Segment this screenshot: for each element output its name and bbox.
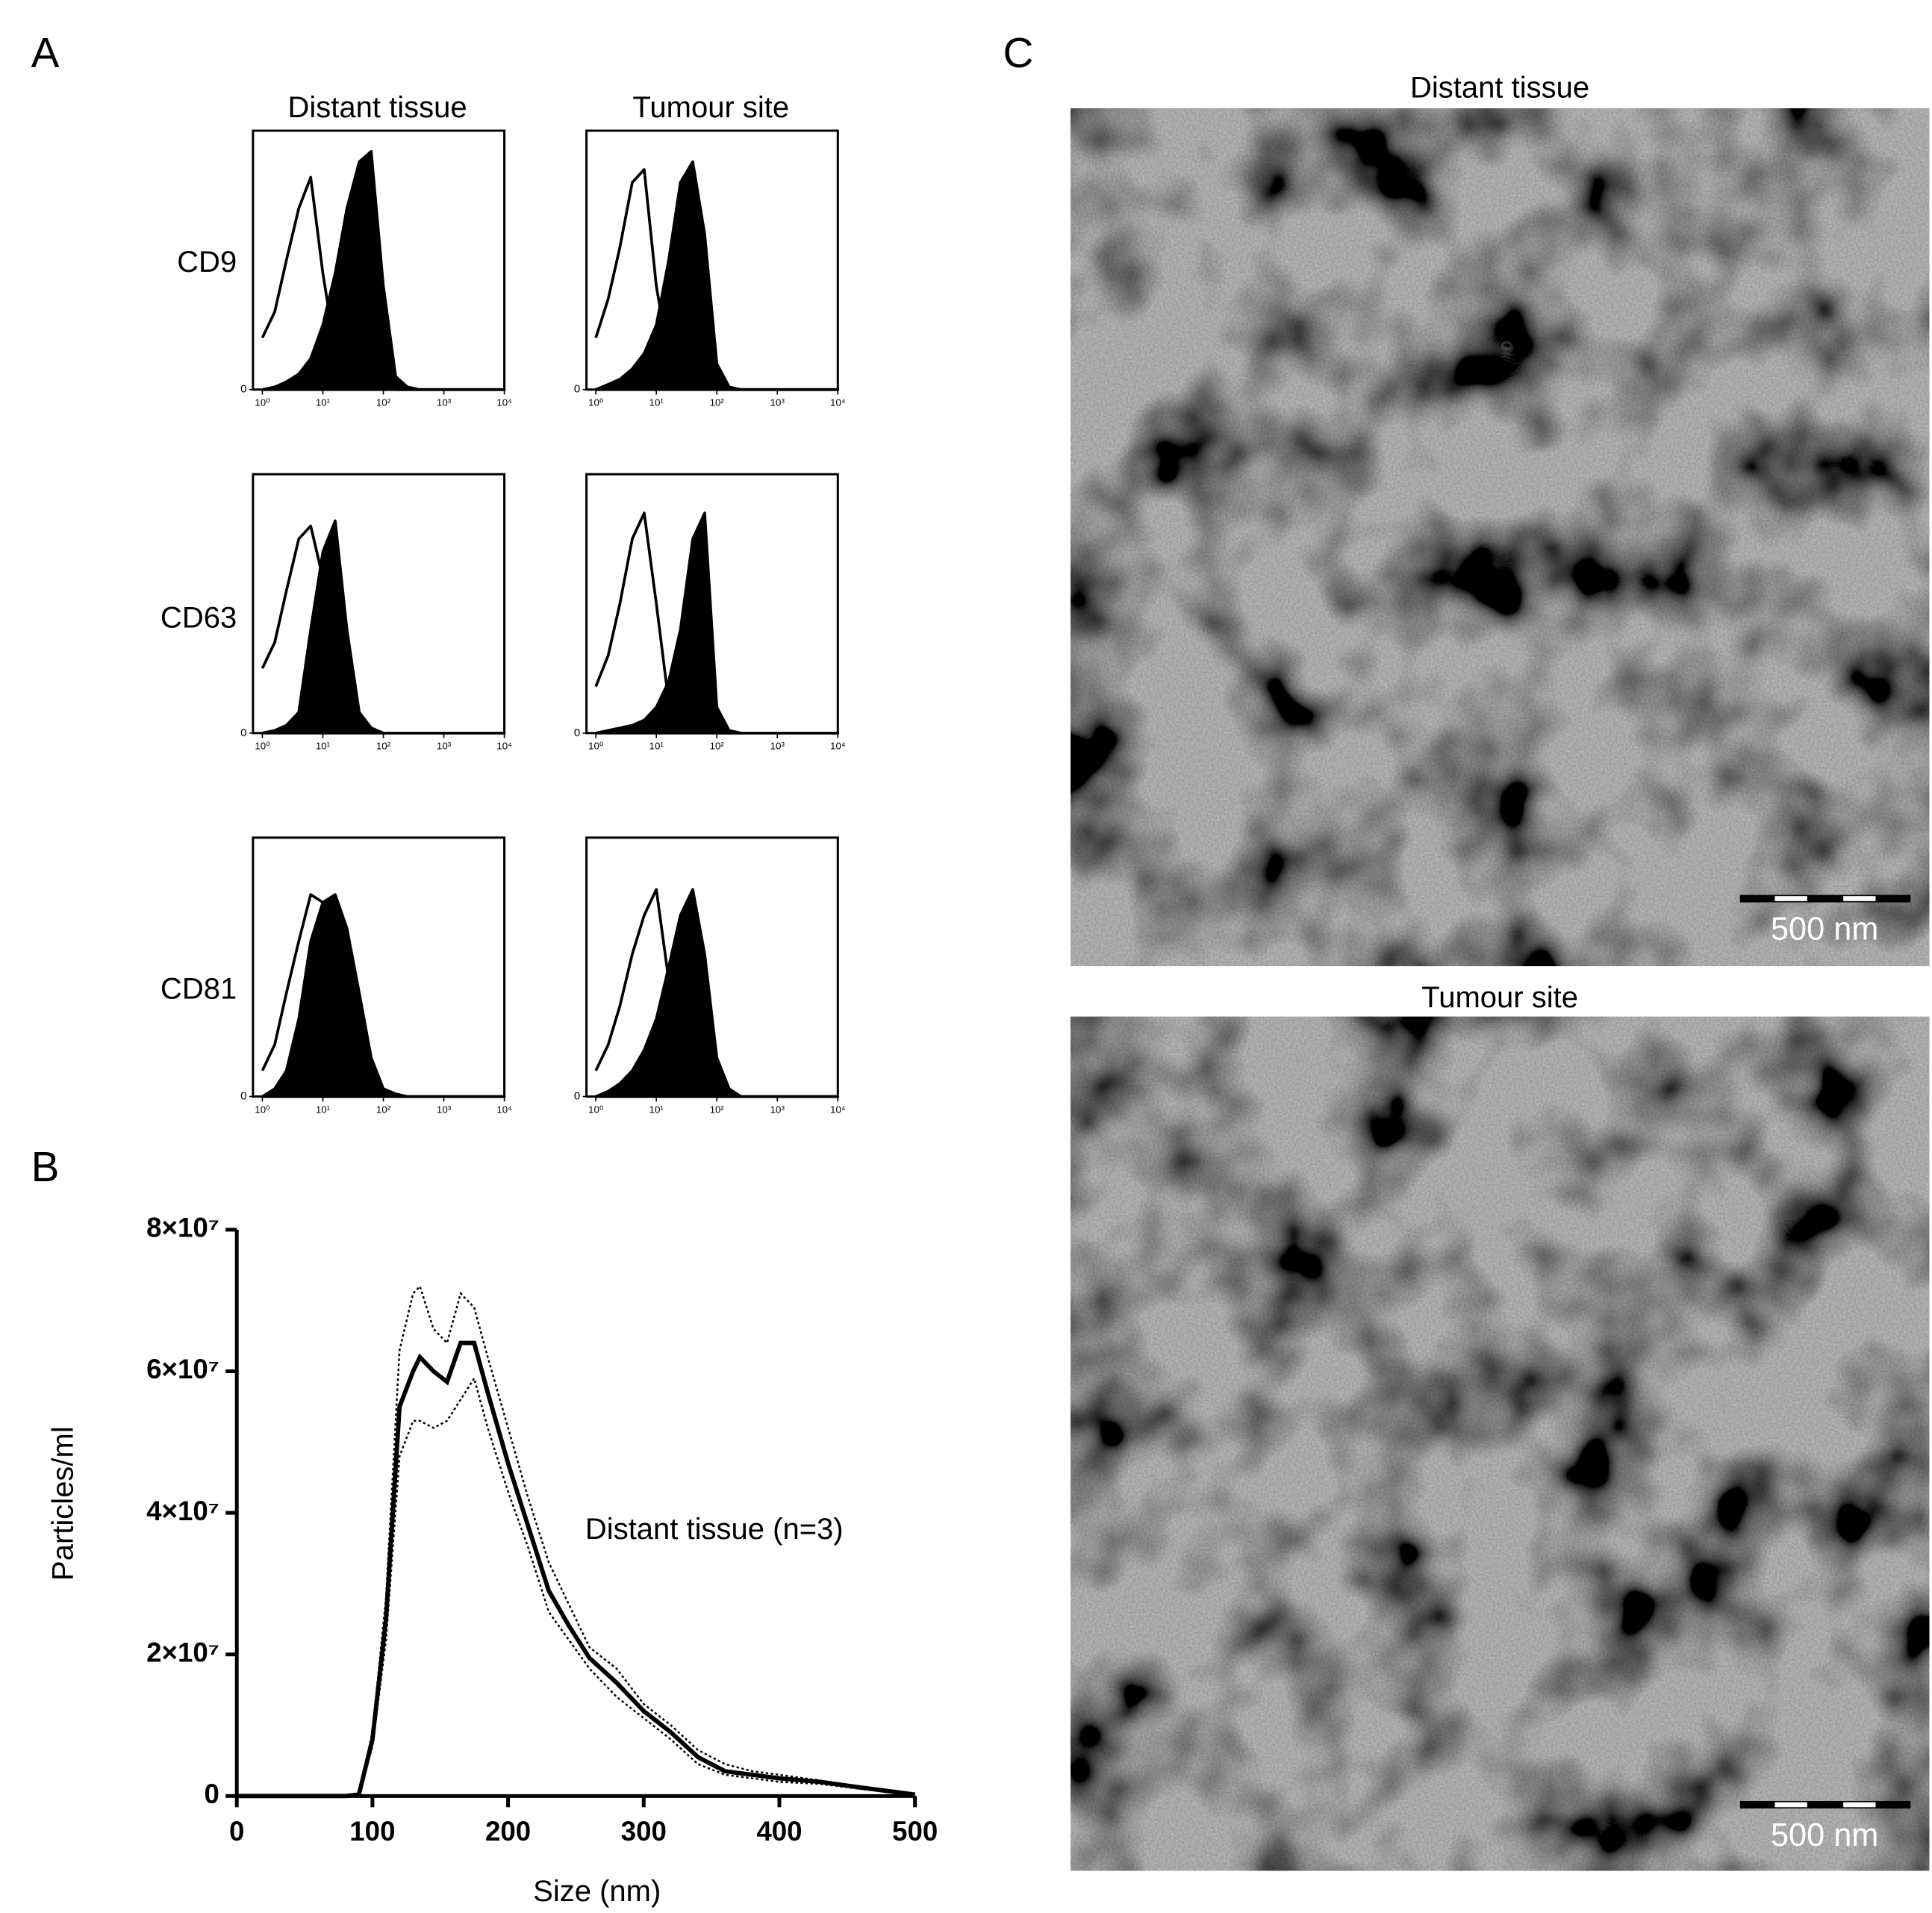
column-title: Distant tissue	[288, 91, 467, 124]
x-tick-label: 10²	[710, 397, 725, 408]
micrograph-title: Distant tissue	[1410, 72, 1589, 105]
y-tick-label: 0	[240, 1089, 246, 1102]
plot-frame	[585, 129, 839, 391]
y-tick-label: 0	[574, 383, 580, 396]
plot-frame	[252, 473, 506, 735]
x-tick-label: 10⁰	[588, 741, 603, 752]
panel-label: B	[31, 1144, 60, 1191]
x-tick-label: 10⁴	[830, 1104, 846, 1115]
scale-bar	[1739, 895, 1911, 903]
x-tick-label: 10¹	[316, 741, 331, 752]
x-tick-label: 100	[349, 1816, 395, 1847]
x-tick-label: 10²	[710, 1104, 725, 1115]
micrograph-title: Tumour site	[1421, 981, 1578, 1014]
scale-bar-segment	[1843, 1802, 1876, 1808]
y-tick-label: 4×10⁷	[146, 1496, 219, 1526]
y-tick-label: 2×10⁷	[146, 1637, 219, 1667]
x-tick-label: 10³	[437, 741, 452, 752]
x-tick-label: 10⁴	[496, 1104, 512, 1115]
scale-bar-segment	[1774, 896, 1807, 901]
x-tick-label: 10³	[770, 1104, 785, 1115]
row-label: CD9	[177, 246, 237, 279]
y-tick-label: 0	[240, 727, 246, 739]
filled-histogram	[261, 519, 506, 735]
panel-label: A	[31, 30, 60, 77]
y-tick-label: 6×10⁷	[146, 1354, 219, 1384]
error-line	[237, 1284, 915, 1797]
filled-histogram	[261, 149, 506, 391]
x-tick-label: 300	[621, 1816, 667, 1847]
plot-frame	[585, 836, 839, 1098]
x-tick-label: 10¹	[649, 1104, 664, 1115]
x-tick-label: 10⁴	[496, 397, 512, 408]
x-tick-label: 10³	[437, 1104, 452, 1115]
row-label: CD63	[161, 602, 237, 635]
x-tick-label: 200	[485, 1816, 531, 1847]
y-tick-label: 0	[240, 383, 246, 396]
x-tick-label: 10⁰	[255, 1104, 269, 1115]
y-tick-label: 8×10⁷	[146, 1213, 219, 1243]
x-tick-label: 10⁴	[496, 741, 512, 752]
x-tick-label: 10¹	[316, 1104, 331, 1115]
x-tick-label: 10¹	[649, 741, 664, 752]
plot-frame	[585, 473, 839, 735]
x-tick-label: 10⁰	[588, 1104, 603, 1115]
x-tick-label: 10¹	[316, 397, 331, 408]
micrograph	[1071, 1016, 1930, 1871]
x-tick-label: 0	[229, 1816, 244, 1847]
y-axis-label: Particles/ml	[47, 1426, 80, 1581]
x-tick-label: 10¹	[649, 397, 664, 408]
error-line	[237, 1375, 915, 1797]
x-tick-label: 10⁰	[255, 397, 269, 408]
x-tick-label: 10³	[770, 741, 785, 752]
micrograph	[1071, 108, 1930, 966]
x-axis-label: Size (nm)	[533, 1875, 661, 1908]
x-tick-label: 10²	[376, 397, 391, 408]
panel-label: C	[1003, 30, 1034, 77]
scale-bar-label: 500 nm	[1771, 1817, 1879, 1853]
row-label: CD81	[161, 972, 237, 1005]
x-tick-label: 500	[892, 1816, 938, 1847]
x-tick-label: 10²	[376, 1104, 391, 1115]
x-tick-label: 10⁴	[830, 397, 846, 408]
filled-histogram	[594, 160, 840, 391]
plot-frame	[252, 836, 506, 1098]
scale-bar-segment	[1843, 896, 1876, 901]
x-tick-label: 10⁰	[255, 741, 269, 752]
y-tick-label: 0	[574, 727, 580, 739]
x-tick-label: 10²	[710, 741, 725, 752]
scale-bar	[1739, 1800, 1911, 1808]
x-tick-label: 400	[756, 1816, 802, 1847]
column-title: Tumour site	[632, 91, 789, 124]
mean-line	[237, 1340, 916, 1799]
annotation: Distant tissue (n=3)	[585, 1513, 844, 1546]
scale-bar-segment	[1774, 1802, 1807, 1808]
filled-histogram	[261, 893, 506, 1098]
x-tick-label: 10⁴	[830, 741, 846, 752]
y-tick-label: 0	[574, 1089, 580, 1102]
plot-frame	[252, 129, 506, 391]
y-tick-label: 0	[204, 1779, 219, 1809]
open-histogram	[261, 524, 505, 735]
x-tick-label: 10⁰	[588, 397, 603, 408]
filled-histogram	[594, 888, 840, 1098]
x-tick-label: 10³	[437, 397, 452, 408]
x-tick-label: 10³	[770, 397, 785, 408]
scale-bar-label: 500 nm	[1771, 911, 1879, 947]
x-tick-label: 10²	[376, 741, 391, 752]
